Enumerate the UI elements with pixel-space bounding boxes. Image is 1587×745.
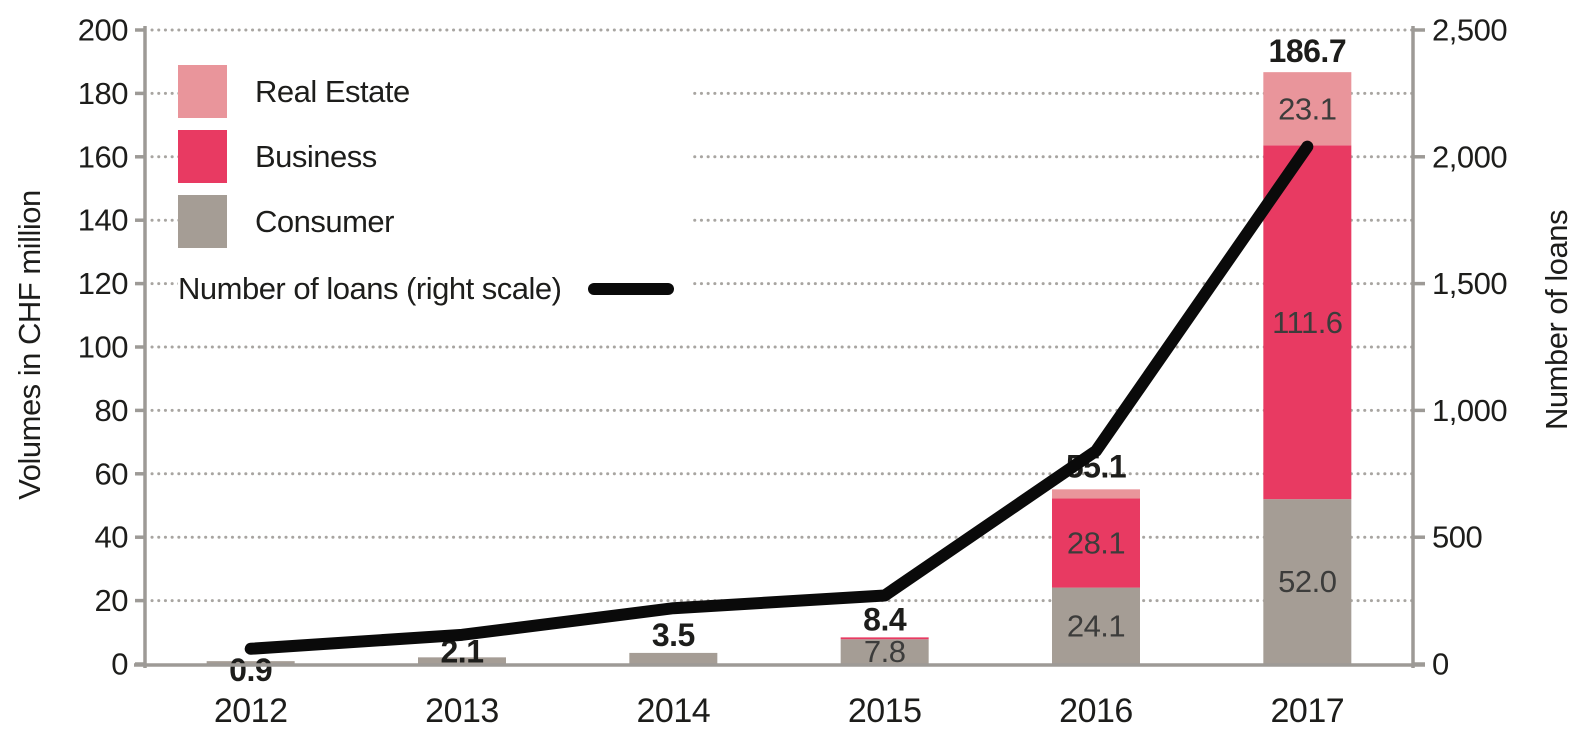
- left-axis-tick-label: 0: [111, 647, 128, 682]
- legend-item-number-of-loans: Number of loans (right scale): [178, 269, 674, 309]
- left-axis-title: Volumes in CHF million: [12, 190, 47, 500]
- left-axis-tick-label: 60: [95, 456, 129, 491]
- right-axis-tick-label: 2,000: [1432, 139, 1507, 174]
- right-axis-tick-label: 1,000: [1432, 393, 1507, 428]
- left-axis-tick-label: 100: [78, 330, 128, 365]
- bar-segment-label: 28.1: [1067, 526, 1125, 561]
- legend-item-real-estate: Real Estate: [178, 65, 410, 118]
- bar-segment-label: 52.0: [1278, 564, 1337, 599]
- bar-segment-consumer: [418, 657, 506, 664]
- left-axis-tick-label: 80: [95, 393, 129, 428]
- left-axis-tick-label: 200: [78, 13, 128, 48]
- x-axis-label: 2015: [848, 692, 922, 730]
- bar-segment-business: [840, 637, 929, 640]
- bar-total-label: 186.7: [1269, 33, 1347, 69]
- bar-segment-consumer: [629, 652, 718, 664]
- left-axis-tick-label: 180: [78, 76, 128, 111]
- legend-label: Consumer: [255, 203, 395, 239]
- x-axis-label: 2013: [425, 692, 499, 730]
- x-axis-label: 2014: [637, 692, 711, 730]
- legend-item-business: Business: [178, 130, 377, 183]
- bar-segment-consumer: [1263, 499, 1352, 664]
- left-axis-tick-label: 40: [95, 520, 129, 555]
- x-axis-label: 2016: [1059, 692, 1133, 730]
- bar-segment-label: 23.1: [1278, 91, 1336, 126]
- bar-segment-real-estate: [1263, 72, 1352, 146]
- bar-segment-consumer: [840, 639, 929, 664]
- legend-label: Business: [255, 138, 377, 174]
- legend-label: Real Estate: [255, 73, 410, 109]
- right-axis-title: Number of loans: [1539, 210, 1574, 430]
- bar-segment-business: [1052, 498, 1140, 588]
- bar-segment-business: [1263, 145, 1352, 500]
- legend: Real Estate Business Consumer Number of …: [178, 55, 690, 313]
- legend-label: Number of loans (right scale): [178, 271, 562, 306]
- number-of-loans-line: [244, 140, 1314, 655]
- bar-segment-consumer: [206, 661, 295, 664]
- bar-segment-label: 24.1: [1067, 608, 1125, 643]
- business-swatch: [178, 130, 227, 183]
- real-estate-swatch: [178, 65, 227, 118]
- left-axis-tick-label: 120: [78, 266, 128, 301]
- x-axis-label: 2017: [1271, 692, 1345, 730]
- legend-item-consumer: Consumer: [178, 195, 395, 248]
- bar-segment-consumer: [1052, 587, 1140, 664]
- left-axis-tick-label: 140: [78, 203, 128, 238]
- left-axis-tick-label: 160: [78, 139, 128, 174]
- right-axis-tick-label: 2,500: [1432, 13, 1507, 48]
- consumer-swatch: [178, 195, 227, 248]
- bar-total-label: 0.9: [229, 652, 272, 688]
- bar-segment-label: 111.6: [1272, 305, 1342, 340]
- loans-line-sample: [587, 283, 674, 295]
- left-axis-tick-label: 20: [95, 583, 129, 618]
- right-axis-tick-label: 0: [1432, 647, 1449, 682]
- x-axis-label: 2012: [214, 692, 288, 730]
- right-axis-tick-label: 500: [1432, 520, 1482, 555]
- bar-total-label: 3.5: [652, 617, 695, 653]
- bar-segment-real-estate: [1052, 489, 1140, 499]
- right-axis-tick-label: 1,500: [1432, 266, 1507, 301]
- bar-total-label: 8.4: [863, 601, 907, 637]
